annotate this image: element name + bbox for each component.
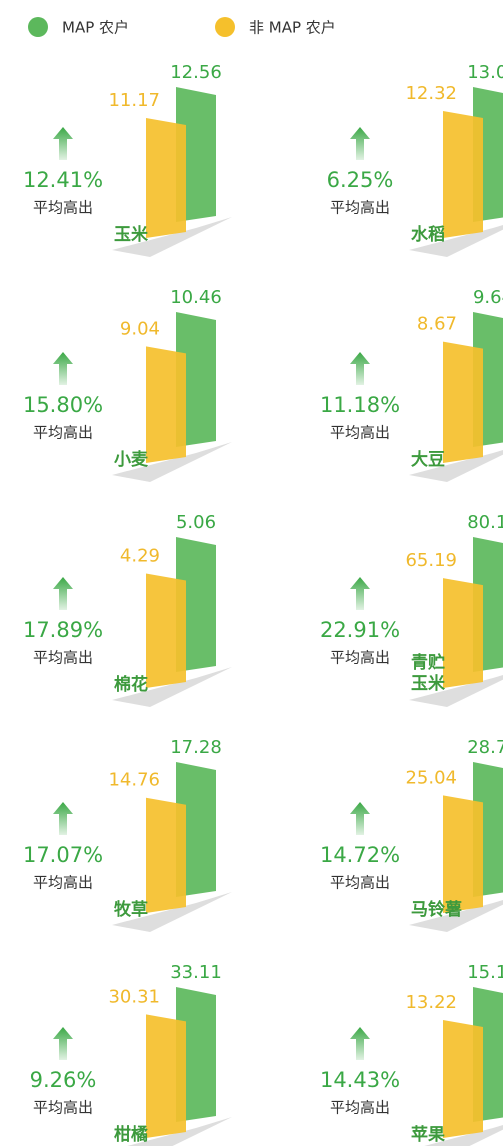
crop-label: 大豆 bbox=[411, 450, 445, 470]
arrow-icon bbox=[350, 802, 370, 835]
value-label: 9.64 bbox=[473, 287, 503, 308]
legend-swatch bbox=[28, 17, 48, 37]
crop-label: 棉花 bbox=[114, 675, 148, 695]
crop-box: 玉米 bbox=[114, 225, 148, 245]
bar bbox=[146, 797, 186, 913]
uplift: 9.26% bbox=[30, 1068, 97, 1092]
uplift: 12.41% bbox=[23, 168, 103, 192]
bar bbox=[443, 110, 483, 238]
uplift-note: 平均高出 bbox=[330, 649, 390, 667]
bar bbox=[443, 578, 483, 688]
crop-box: 马铃薯 bbox=[411, 900, 462, 920]
crop-box: 柑橘 bbox=[114, 1125, 148, 1145]
legend-label: 非 MAP 农户 bbox=[249, 19, 336, 37]
bar bbox=[146, 573, 186, 688]
floor bbox=[409, 224, 503, 257]
bar bbox=[146, 1014, 186, 1138]
arrow-icon bbox=[350, 352, 370, 385]
bar bbox=[146, 117, 186, 238]
crop-label: 小麦 bbox=[114, 450, 148, 470]
bar bbox=[443, 795, 483, 913]
crop-label: 苹果 bbox=[411, 1125, 445, 1145]
floor bbox=[127, 1117, 232, 1146]
value-label: 25.04 bbox=[405, 767, 457, 788]
crop-box: 小麦 bbox=[114, 450, 148, 470]
arrow-icon bbox=[350, 127, 370, 160]
value-label: 11.17 bbox=[108, 90, 160, 111]
arrow-icon bbox=[350, 577, 370, 610]
uplift: 6.25% bbox=[327, 168, 394, 192]
arrow-icon bbox=[53, 1027, 73, 1060]
value-label: 9.04 bbox=[120, 318, 160, 339]
value-label: 15.13 bbox=[467, 962, 503, 983]
value-label: 12.56 bbox=[170, 62, 222, 83]
floor bbox=[424, 1124, 503, 1146]
crop-box: 青贮玉米 bbox=[411, 653, 445, 694]
value-label: 13.09 bbox=[467, 62, 503, 83]
uplift-note: 平均高出 bbox=[330, 874, 390, 892]
value-label: 8.67 bbox=[417, 314, 457, 335]
crop-box: 苹果 bbox=[411, 1125, 445, 1145]
floor bbox=[112, 442, 232, 482]
uplift-note: 平均高出 bbox=[330, 199, 390, 217]
crop-box: 水稻 bbox=[411, 225, 445, 245]
value-label: 30.31 bbox=[108, 986, 160, 1007]
crop-box: 牧草 bbox=[114, 900, 148, 920]
value-label: 33.11 bbox=[170, 962, 222, 983]
crop-label: 牧草 bbox=[114, 900, 148, 920]
floor bbox=[112, 892, 232, 932]
value-label: 80.13 bbox=[467, 512, 503, 533]
crop-label: 青贮玉米 bbox=[411, 653, 445, 694]
arrow-icon bbox=[350, 1027, 370, 1060]
bar bbox=[443, 341, 483, 463]
floor bbox=[409, 899, 503, 932]
uplift-note: 平均高出 bbox=[33, 424, 93, 442]
crop-label: 柑橘 bbox=[114, 1125, 148, 1145]
value-label: 28.73 bbox=[467, 737, 503, 758]
crop-label: 马铃薯 bbox=[411, 900, 462, 920]
uplift-note: 平均高出 bbox=[33, 1099, 93, 1117]
uplift-note: 平均高出 bbox=[33, 874, 93, 892]
uplift: 15.80% bbox=[23, 393, 103, 417]
floor bbox=[409, 674, 503, 707]
bar bbox=[146, 346, 186, 463]
floor bbox=[112, 667, 232, 707]
crop-box: 大豆 bbox=[411, 450, 445, 470]
value-label: 14.76 bbox=[108, 770, 160, 791]
uplift: 11.18% bbox=[320, 393, 400, 417]
arrow-icon bbox=[53, 802, 73, 835]
uplift: 17.89% bbox=[23, 618, 103, 642]
legend-label: MAP 农户 bbox=[62, 19, 129, 37]
uplift: 22.91% bbox=[320, 618, 400, 642]
bar bbox=[443, 1020, 483, 1138]
floor bbox=[409, 449, 503, 482]
arrow-icon bbox=[53, 352, 73, 385]
legend-swatch bbox=[215, 17, 235, 37]
uplift: 14.72% bbox=[320, 843, 400, 867]
value-label: 13.22 bbox=[405, 992, 457, 1013]
value-label: 5.06 bbox=[176, 512, 216, 533]
uplift: 17.07% bbox=[23, 843, 103, 867]
value-label: 4.29 bbox=[120, 546, 160, 567]
floor bbox=[112, 217, 232, 257]
arrow-icon bbox=[53, 577, 73, 610]
uplift-note: 平均高出 bbox=[330, 1099, 390, 1117]
value-label: 10.46 bbox=[170, 287, 222, 308]
uplift-note: 平均高出 bbox=[33, 649, 93, 667]
value-label: 17.28 bbox=[170, 737, 222, 758]
uplift: 14.43% bbox=[320, 1068, 400, 1092]
crop-label: 水稻 bbox=[411, 225, 445, 245]
arrow-icon bbox=[53, 127, 73, 160]
value-label: 65.19 bbox=[405, 550, 457, 571]
uplift-note: 平均高出 bbox=[33, 199, 93, 217]
crop-box: 棉花 bbox=[114, 675, 148, 695]
value-label: 12.32 bbox=[405, 83, 457, 104]
crop-label: 玉米 bbox=[114, 225, 148, 245]
uplift-note: 平均高出 bbox=[330, 424, 390, 442]
